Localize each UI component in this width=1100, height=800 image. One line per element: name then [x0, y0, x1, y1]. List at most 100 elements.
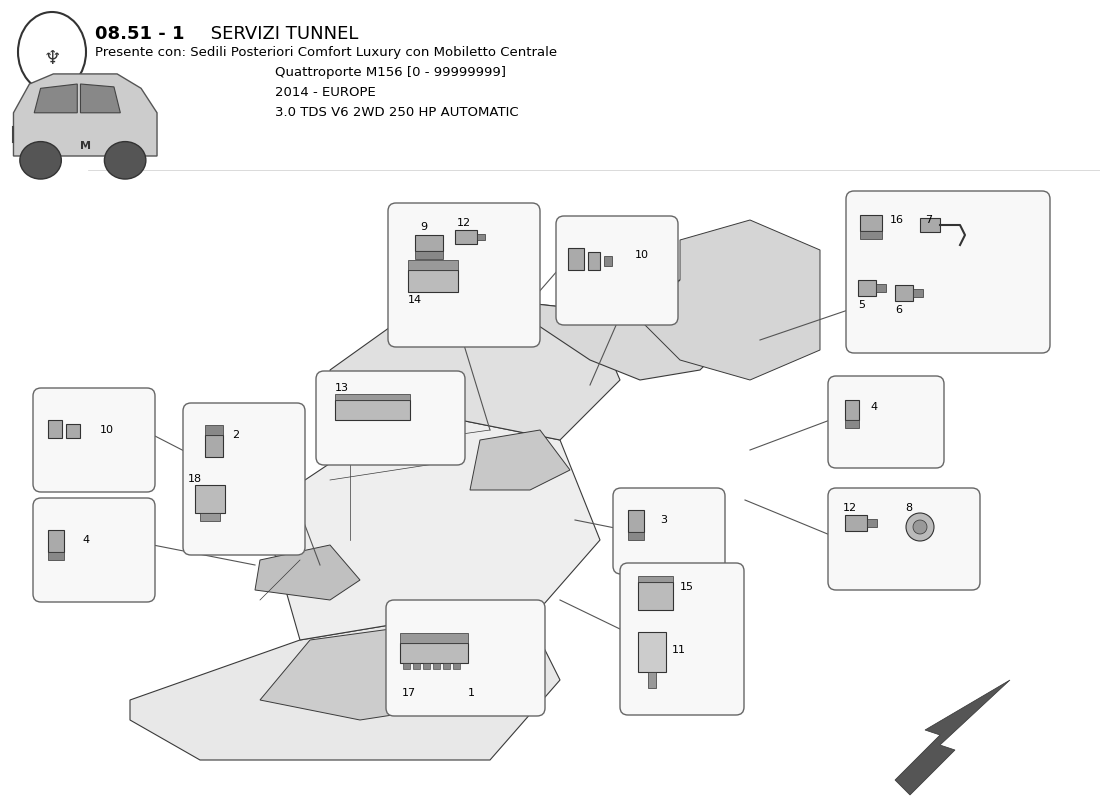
- Bar: [845, 400, 859, 420]
- Text: 10: 10: [635, 250, 649, 260]
- Text: 2014 - EUROPE: 2014 - EUROPE: [275, 86, 376, 99]
- FancyBboxPatch shape: [183, 403, 305, 555]
- Bar: [455, 230, 477, 244]
- Bar: [858, 280, 876, 296]
- Text: 08.51 - 1: 08.51 - 1: [95, 25, 185, 43]
- Bar: [638, 576, 673, 582]
- Bar: [604, 256, 612, 266]
- Circle shape: [906, 513, 934, 541]
- Circle shape: [20, 142, 62, 179]
- FancyBboxPatch shape: [613, 488, 725, 574]
- Bar: [336, 394, 410, 400]
- FancyBboxPatch shape: [386, 600, 544, 716]
- Polygon shape: [13, 74, 157, 156]
- Text: 13: 13: [336, 383, 349, 393]
- Polygon shape: [470, 430, 570, 490]
- Text: 14: 14: [408, 295, 422, 305]
- FancyBboxPatch shape: [556, 216, 678, 325]
- Bar: [638, 632, 666, 672]
- Polygon shape: [895, 680, 1010, 795]
- FancyBboxPatch shape: [828, 488, 980, 590]
- FancyBboxPatch shape: [846, 191, 1050, 353]
- Polygon shape: [640, 220, 820, 380]
- Text: 12: 12: [456, 218, 471, 228]
- Bar: [920, 218, 940, 232]
- Bar: [48, 552, 64, 560]
- Bar: [66, 424, 80, 438]
- Bar: [628, 532, 643, 540]
- Bar: [588, 252, 600, 270]
- Bar: [913, 289, 923, 297]
- Bar: [408, 260, 458, 270]
- Bar: [443, 663, 450, 669]
- Bar: [205, 425, 223, 435]
- Text: 1: 1: [468, 688, 475, 698]
- Polygon shape: [80, 84, 120, 113]
- Text: 16: 16: [890, 215, 904, 225]
- Bar: [648, 672, 656, 688]
- Bar: [638, 582, 673, 610]
- Text: 11: 11: [672, 645, 686, 655]
- Bar: [628, 510, 643, 532]
- Bar: [477, 234, 485, 240]
- Text: 3: 3: [660, 515, 667, 525]
- Text: 8: 8: [905, 503, 912, 513]
- FancyBboxPatch shape: [620, 563, 744, 715]
- Bar: [336, 400, 410, 420]
- Bar: [845, 515, 867, 531]
- FancyBboxPatch shape: [33, 498, 155, 602]
- Bar: [200, 513, 220, 521]
- Bar: [895, 285, 913, 301]
- Bar: [568, 248, 584, 270]
- Text: 9: 9: [420, 222, 427, 232]
- Bar: [860, 231, 882, 239]
- Polygon shape: [260, 625, 500, 720]
- Polygon shape: [260, 420, 600, 640]
- Text: 3.0 TDS V6 2WD 250 HP AUTOMATIC: 3.0 TDS V6 2WD 250 HP AUTOMATIC: [275, 106, 518, 119]
- FancyBboxPatch shape: [388, 203, 540, 347]
- Ellipse shape: [18, 12, 86, 92]
- Circle shape: [913, 520, 927, 534]
- Text: 15: 15: [680, 582, 694, 592]
- Bar: [415, 251, 443, 259]
- Bar: [408, 270, 458, 292]
- Polygon shape: [130, 620, 560, 760]
- Text: 4: 4: [82, 535, 89, 545]
- Bar: [453, 663, 460, 669]
- Bar: [205, 435, 223, 457]
- Bar: [860, 215, 882, 231]
- Text: 2: 2: [232, 430, 239, 440]
- Text: Quattroporte M156 [0 - 99999999]: Quattroporte M156 [0 - 99999999]: [275, 66, 506, 79]
- Text: ♆: ♆: [43, 49, 60, 67]
- FancyBboxPatch shape: [828, 376, 944, 468]
- FancyBboxPatch shape: [33, 388, 155, 492]
- Text: Presente con: Sedili Posteriori Comfort Luxury con Mobiletto Centrale: Presente con: Sedili Posteriori Comfort …: [95, 46, 557, 59]
- Bar: [48, 530, 64, 552]
- Bar: [415, 235, 443, 251]
- Bar: [403, 663, 410, 669]
- Text: 6: 6: [895, 305, 902, 315]
- Bar: [400, 643, 468, 663]
- Text: M: M: [79, 141, 90, 151]
- Bar: [412, 663, 420, 669]
- Bar: [867, 519, 877, 527]
- Text: SERVIZI TUNNEL: SERVIZI TUNNEL: [205, 25, 359, 43]
- FancyBboxPatch shape: [316, 371, 465, 465]
- Text: 7: 7: [925, 215, 932, 225]
- Text: 17: 17: [402, 688, 416, 698]
- Polygon shape: [255, 545, 360, 600]
- Bar: [424, 663, 430, 669]
- Bar: [48, 420, 62, 438]
- Circle shape: [104, 142, 146, 179]
- Bar: [400, 633, 468, 643]
- Polygon shape: [34, 84, 77, 113]
- Text: 18: 18: [188, 474, 202, 484]
- Text: 4: 4: [870, 402, 877, 412]
- Bar: [433, 663, 440, 669]
- Polygon shape: [500, 250, 750, 380]
- Polygon shape: [330, 300, 620, 450]
- Text: 12: 12: [843, 503, 857, 513]
- Bar: [195, 485, 226, 513]
- Text: 5: 5: [858, 300, 865, 310]
- Bar: [845, 420, 859, 428]
